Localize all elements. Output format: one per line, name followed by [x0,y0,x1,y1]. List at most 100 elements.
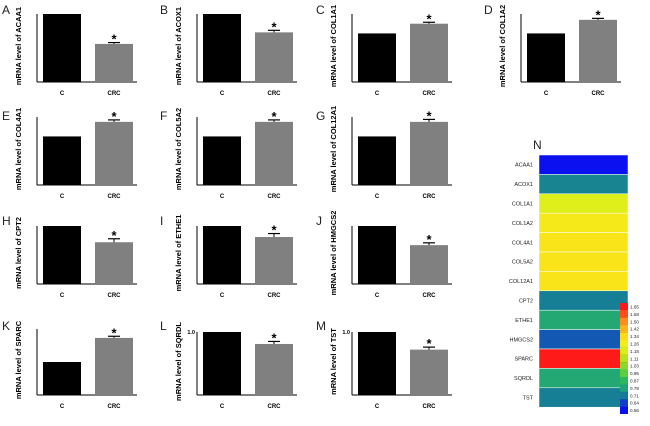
x-tick-label-tst-c: C [375,404,380,410]
colorbar-swatch [620,332,628,340]
bar-cpt2-c [43,226,81,284]
colorbar-swatch [620,347,628,355]
heatmap-cell-col1a1 [538,193,629,214]
heatmap-cell-ethe1 [538,309,629,330]
significance-star-cpt2: * [111,228,117,243]
heatmap-row-label-tst: TST [523,396,534,402]
x-tick-label-hmgcs2-c: C [375,293,380,299]
colorbar-swatch [620,362,628,370]
bar-sparc-crc [95,337,133,395]
heatmap-row-label-col12a1: COL12A1 [509,279,533,285]
colorbar-tick-label: 1.26 [630,342,639,347]
bar-col1a2-c [527,33,565,82]
y-axis-label-cpt2: mRNA level of CPT2 [14,217,23,289]
bar-col12a1-c [358,136,396,185]
y-axis-label-tst: mRNA level of TST [329,328,338,395]
bar-col4a1-c [43,136,81,185]
heatmap-cell-col1a2 [538,212,629,233]
bar-tst-crc [410,349,448,395]
colorbar-tick-label: 1.34 [630,334,639,339]
colorbar-swatch [620,369,628,377]
panel-label-e: E [2,109,10,123]
heatmap-row-label-ethe1: ETHE1 [515,318,533,324]
x-tick-label-col4a1-c: C [60,194,65,200]
colorbar-swatch [620,303,628,311]
heatmap-cell-tst [538,387,629,408]
significance-star-tst: * [426,336,432,351]
significance-star-col4a1: * [111,109,117,124]
significance-star-col1a2: * [595,7,601,22]
x-tick-label-acox1-c: C [220,91,225,97]
heatmap-row-label-acaa1: ACAA1 [515,163,533,169]
panel-label-d: D [484,3,493,17]
colorbar-swatch [620,354,628,363]
bar-col1a2-crc [579,19,617,82]
bar-cpt2-crc [95,242,133,284]
colorbar-tick-label: 1.65 [630,305,639,310]
bar-col1a1-c [358,33,396,82]
significance-star-col1a1: * [426,11,432,26]
significance-star-acox1: * [271,19,277,34]
y-axis-label-sqrdl: mRNA level of SQRDL [174,322,183,401]
y-axis-label-col1a2: mRNA level of COL1A2 [498,5,507,87]
heatmap-row-label-col4a1: COL4A1 [512,240,533,246]
x-tick-label-col5a2-c: C [220,194,225,200]
colorbar-swatch [620,391,628,400]
bar-acox1-crc [255,32,293,82]
significance-star-ethe1: * [271,223,277,238]
panel-label-m: M [316,319,326,333]
colorbar-swatch [620,406,628,414]
panel-label-c: C [316,3,325,17]
heatmap-cell-cpt2 [538,290,629,311]
bar-col5a2-crc [255,121,293,185]
colorbar-tick-label: 0.87 [630,379,639,384]
x-tick-label-acaa1-crc: CRC [108,91,122,97]
panel-label-f: F [160,109,167,123]
colorbar-tick-label: 1.11 [630,356,639,361]
x-tick-label-sqrdl-crc: CRC [268,404,282,410]
panel-label-h: H [2,214,11,228]
heatmap-cell-col4a1 [538,232,629,253]
y-axis-label-col1a1: mRNA level of COL1A1 [329,5,338,87]
heatmap-cell-sparc [538,348,629,369]
bar-sqrdl-crc [255,343,293,395]
heatmap-row-label-col5a2: COL5A2 [512,260,533,266]
y-axis-label-acox1: mRNA level of ACOX1 [174,7,183,85]
y-axis-label-col5a2: mRNA level of COL5A2 [174,108,183,190]
x-tick-label-col4a1-crc: CRC [108,194,122,200]
colorbar-swatch [620,377,628,385]
y-axis-label-col4a1: mRNA level of COL4A1 [14,108,23,190]
heatmap-row-label-col1a2: COL1A2 [512,221,533,227]
x-tick-label-sparc-c: C [60,404,65,410]
bar-acox1-c [203,14,241,82]
bar-col1a1-crc [410,23,448,82]
x-tick-label-ethe1-c: C [220,293,225,299]
x-tick-label-col12a1-crc: CRC [423,194,437,200]
significance-star-col12a1: * [426,108,432,123]
x-tick-label-ethe1-crc: CRC [268,293,282,299]
bar-col12a1-crc [410,121,448,185]
x-tick-label-col1a2-c: C [544,91,549,97]
bar-hmgcs2-crc [410,245,448,284]
heatmap-row-label-col1a1: COL1A1 [512,202,533,208]
y-tick-label-tst: 1.0 [342,330,350,336]
x-tick-label-cpt2-crc: CRC [108,293,122,299]
x-tick-label-col12a1-c: C [375,194,380,200]
heatmap-row-label-sqrdl: SQRDL [514,376,533,382]
colorbar-swatch [620,317,628,326]
significance-star-sparc: * [111,325,117,340]
x-tick-label-col1a2-crc: CRC [592,91,606,97]
heatmap-row-label-cpt2: CPT2 [519,299,533,305]
significance-star-sqrdl: * [271,330,277,345]
heatmap-cell-sqrdl [538,368,629,389]
x-tick-label-acaa1-c: C [60,91,65,97]
x-tick-label-col1a1-c: C [375,91,380,97]
heatmap-cell-hmgcs2 [538,329,629,350]
significance-star-hmgcs2: * [426,232,432,247]
panel-label-n: N [533,138,542,152]
y-tick-label-sqrdl: 1.0 [187,330,195,336]
colorbar-swatch [620,340,628,348]
heatmap-row-label-hmgcs2: HMGCS2 [509,337,533,343]
x-tick-label-sparc-crc: CRC [108,404,122,410]
